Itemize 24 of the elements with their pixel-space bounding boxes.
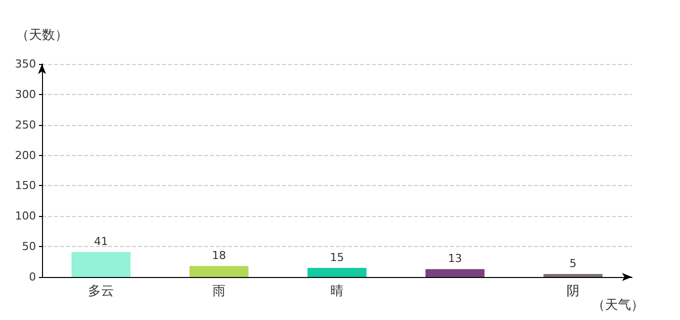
y-tick-label: 100 bbox=[15, 210, 36, 223]
data-label: 41 bbox=[94, 235, 108, 248]
x-tick-label: 雨 bbox=[212, 284, 226, 299]
bar bbox=[544, 274, 602, 277]
data-label: 5 bbox=[570, 256, 576, 270]
bar bbox=[72, 252, 130, 277]
bar bbox=[190, 266, 248, 277]
bar bbox=[308, 268, 366, 277]
x-axis-title: （天气） bbox=[592, 298, 644, 313]
x-tick-label: 阴 bbox=[566, 284, 580, 299]
y-axis-title: （天数） bbox=[16, 28, 68, 43]
y-tick-label: 50 bbox=[22, 240, 36, 254]
y-tick-label: 350 bbox=[15, 58, 36, 70]
y-tick-label: 200 bbox=[15, 148, 36, 162]
y-tick-label: 0 bbox=[29, 270, 36, 284]
y-tick-label: 250 bbox=[15, 118, 36, 132]
data-label: 15 bbox=[330, 250, 344, 264]
bar bbox=[426, 269, 484, 277]
x-tick-label: 多云 bbox=[88, 284, 114, 299]
y-tick-label: 150 bbox=[15, 179, 36, 192]
x-tick-label: 晴 bbox=[330, 284, 344, 299]
y-tick-label: 300 bbox=[15, 88, 36, 101]
data-label: 18 bbox=[212, 249, 226, 262]
data-label: 13 bbox=[448, 252, 462, 266]
